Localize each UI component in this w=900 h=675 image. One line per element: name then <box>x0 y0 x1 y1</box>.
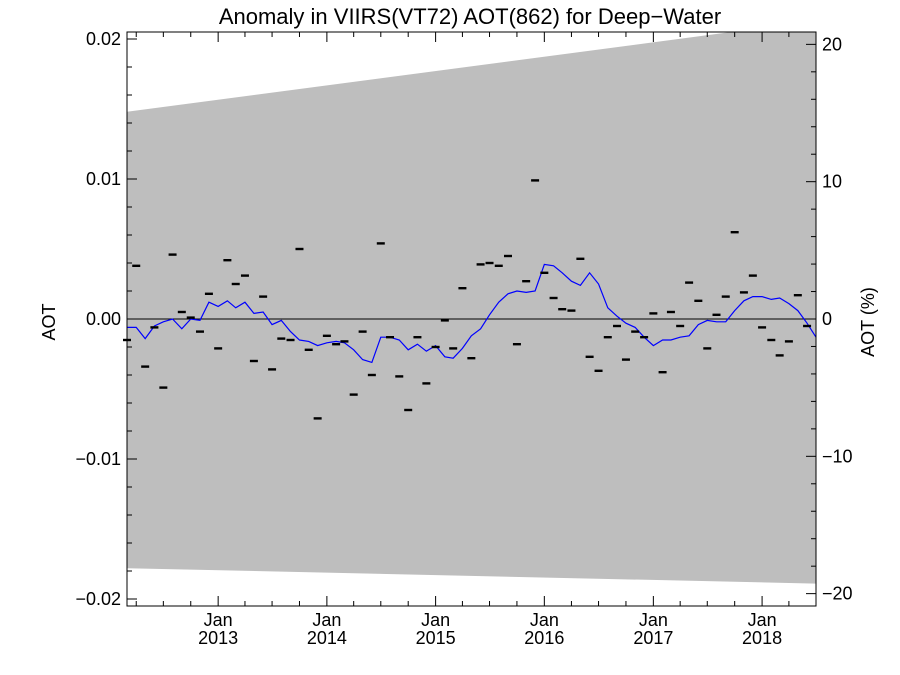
monthly-anomaly-layer <box>123 179 812 420</box>
x-tick-label: Jan <box>204 610 233 630</box>
x-tick-label: Jan <box>639 610 668 630</box>
y-axis-label: AOT <box>39 303 59 340</box>
x-tick-year: 2014 <box>307 628 347 648</box>
y2-tick-label: 20 <box>822 34 842 54</box>
x-tick-label: Jan <box>421 610 450 630</box>
y2-axis-label: AOT (%) <box>858 287 878 357</box>
y-tick-label: −0.02 <box>75 589 121 609</box>
axes-layer: 0.020.010.00−0.01−0.0220100−10−20Jan2013… <box>75 29 852 648</box>
uncertainty-envelope-layer <box>127 32 816 584</box>
running-mean-layer <box>127 263 817 364</box>
x-tick-year: 2017 <box>633 628 673 648</box>
y2-tick-label: −10 <box>822 446 853 466</box>
chart-title: Anomaly in VIIRS(VT72) AOT(862) for Deep… <box>219 4 721 29</box>
x-tick-year: 2016 <box>524 628 564 648</box>
running-mean-line <box>127 263 817 364</box>
y2-tick-label: 10 <box>822 172 842 192</box>
y2-tick-label: 0 <box>822 309 832 329</box>
y-tick-label: −0.01 <box>75 449 121 469</box>
y-tick-label: 0.00 <box>86 309 121 329</box>
x-tick-label: Jan <box>748 610 777 630</box>
y-tick-label: 0.01 <box>86 169 121 189</box>
envelope-band <box>127 32 816 584</box>
x-tick-label: Jan <box>312 610 341 630</box>
x-tick-year: 2018 <box>742 628 782 648</box>
x-tick-label: Jan <box>530 610 559 630</box>
y2-tick-label: −20 <box>822 584 853 604</box>
x-tick-year: 2013 <box>198 628 238 648</box>
y-tick-label: 0.02 <box>86 29 121 49</box>
x-tick-year: 2015 <box>416 628 456 648</box>
